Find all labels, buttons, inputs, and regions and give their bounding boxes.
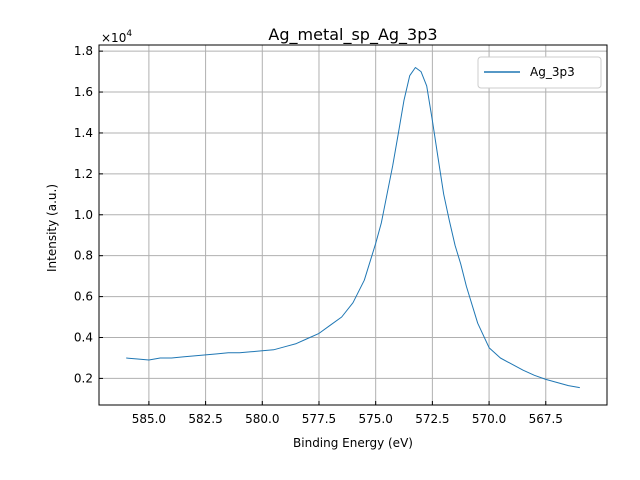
ticks: 585.0 582.5 580.0 577.5 575.0 572.5 570.0 567.5… (74, 44, 563, 426)
legend: Ag_3p3 (477, 56, 602, 89)
x-axis-label: Binding Energy (eV) (293, 436, 413, 450)
x-tick-label: 567.5 (529, 412, 563, 426)
y-axis-label: Intensity (a.u.) (45, 184, 59, 272)
y-tick-label: 1.2 (74, 167, 93, 181)
chart-title: Ag_metal_sp_Ag_3p3 (268, 25, 437, 45)
y-tick-label: 0.2 (74, 371, 93, 385)
grid (99, 45, 607, 405)
y-tick-label: 1.0 (74, 208, 93, 222)
x-tick-label: 585.0 (132, 412, 166, 426)
y-tick-label: 1.6 (74, 85, 93, 99)
y-tick-label: 1.8 (74, 44, 93, 58)
x-tick-label: 570.0 (472, 412, 506, 426)
plot-frame (98, 44, 608, 406)
legend-box (477, 56, 602, 89)
x-tick-label: 582.5 (188, 412, 222, 426)
series-layer (126, 67, 580, 389)
x-tick-label: 575.0 (358, 412, 392, 426)
y-axis-multiplier-exponent: 4 (126, 29, 132, 39)
y-tick-label: 0.6 (74, 290, 93, 304)
y-axis-multiplier-base: ×10 (101, 31, 126, 45)
series-line (126, 67, 580, 389)
x-tick-label: 572.5 (415, 412, 449, 426)
y-tick-label: 0.8 (74, 249, 93, 263)
x-tick-label: 577.5 (302, 412, 336, 426)
x-tick-label: 580.0 (245, 412, 279, 426)
y-axis-multiplier: ×104 (101, 29, 132, 45)
y-tick-label: 0.4 (74, 331, 93, 345)
y-tick-label: 1.4 (74, 126, 93, 140)
legend-label: Ag_3p3 (530, 65, 575, 79)
